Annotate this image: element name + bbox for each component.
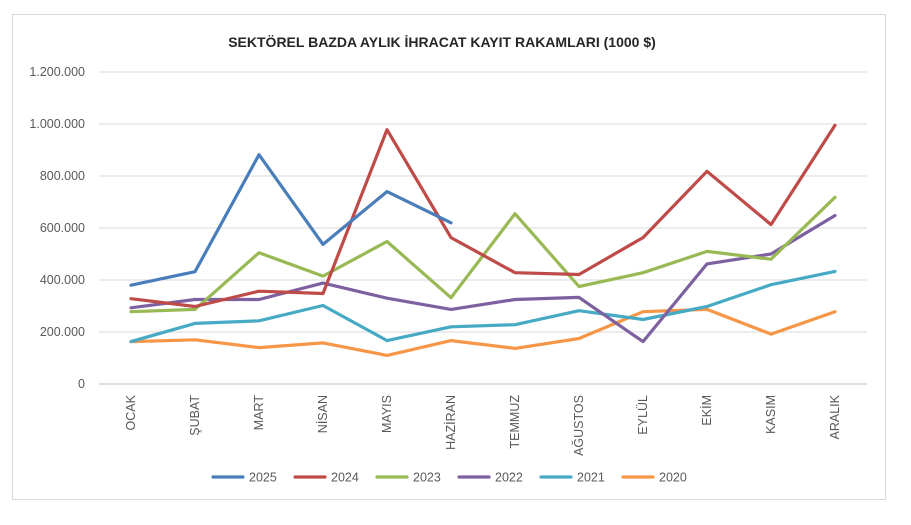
- legend-item-2023: 2023: [375, 471, 441, 485]
- y-tick-label: 200.000: [40, 325, 85, 339]
- legend-label: 2021: [577, 471, 605, 485]
- x-tick-label: EYLÜL: [636, 395, 650, 435]
- x-tick-label: EKİM: [700, 395, 714, 426]
- y-tick-label: 400.000: [40, 273, 85, 287]
- series-lines: [129, 123, 837, 357]
- y-axis-ticks: 0 200.000 400.000 600.000 800.000 1.000.000 1.…: [29, 65, 85, 391]
- legend-label: 2020: [659, 471, 687, 485]
- legend-label: 2024: [331, 471, 359, 485]
- legend-item-2024: 2024: [293, 471, 359, 485]
- line-chart: SEKTÖREL BAZDA AYLIK İHRACAT KAYIT RAKAM…: [29, 34, 867, 485]
- x-tick-label: KASIM: [764, 395, 778, 434]
- y-tick-label: 0: [78, 377, 85, 391]
- chart-frame: SEKTÖREL BAZDA AYLIK İHRACAT KAYIT RAKAM…: [12, 14, 886, 500]
- y-tick-label: 600.000: [40, 221, 85, 235]
- series-line-2020: [129, 307, 837, 357]
- legend-label: 2025: [249, 471, 277, 485]
- series-line-2025: [129, 153, 453, 287]
- x-tick-label: AĞUSTOS: [571, 395, 586, 456]
- legend-item-2021: 2021: [539, 471, 605, 485]
- x-tick-label: MART: [252, 395, 266, 431]
- series-line-2022: [129, 213, 837, 344]
- x-tick-label: TEMMUZ: [508, 395, 522, 449]
- x-axis-ticks: OCAK ŞUBAT MART NİSAN MAYIS HAZİRAN TEMMUZ AĞUS…: [124, 394, 842, 456]
- legend: 2025 2024 2023 2022 2021 2020: [211, 471, 687, 485]
- x-tick-label: ŞUBAT: [188, 395, 202, 436]
- legend-label: 2022: [495, 471, 523, 485]
- x-tick-label: OCAK: [124, 394, 138, 430]
- gridlines: [99, 71, 867, 385]
- x-tick-label: NİSAN: [316, 395, 330, 433]
- y-tick-label: 1.200.000: [29, 65, 85, 79]
- x-tick-label: HAZİRAN: [444, 395, 458, 450]
- x-tick-label: MAYIS: [380, 395, 394, 433]
- chart-title: SEKTÖREL BAZDA AYLIK İHRACAT KAYIT RAKAM…: [228, 34, 656, 50]
- y-tick-label: 1.000.000: [29, 117, 85, 131]
- legend-item-2022: 2022: [457, 471, 523, 485]
- legend-label: 2023: [413, 471, 441, 485]
- x-tick-label: ARALIK: [828, 394, 842, 439]
- series-line-2021: [129, 269, 837, 344]
- series-line-2024: [129, 123, 837, 309]
- legend-item-2025: 2025: [211, 471, 277, 485]
- y-tick-label: 800.000: [40, 169, 85, 183]
- legend-item-2020: 2020: [621, 471, 687, 485]
